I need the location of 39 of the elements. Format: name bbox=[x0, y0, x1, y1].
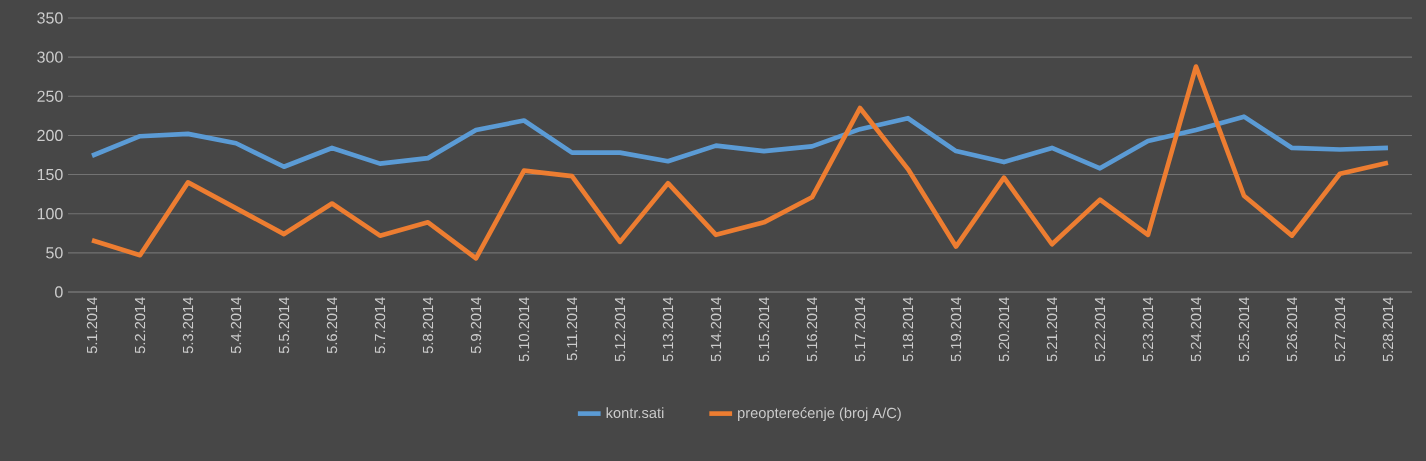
y-tick-label: 200 bbox=[37, 129, 63, 142]
x-tick-label: 5.5.2014 bbox=[278, 297, 290, 354]
x-tick-label: 5.15.2014 bbox=[758, 297, 770, 362]
y-tick-label: 50 bbox=[46, 247, 63, 259]
x-tick-label: 5.23.2014 bbox=[1142, 297, 1154, 362]
legend-label: preopterećenje (broj A/C) bbox=[738, 407, 901, 422]
x-tick-label: 5.10.2014 bbox=[518, 297, 530, 362]
y-tick-label: 300 bbox=[37, 51, 63, 63]
x-tick-label: 5.24.2014 bbox=[1190, 297, 1202, 362]
x-tick-label: 5.22.2014 bbox=[1094, 297, 1106, 362]
y-tick-label: 100 bbox=[37, 208, 63, 220]
x-tick-label: 5.18.2014 bbox=[902, 297, 914, 362]
x-tick-label: 5.9.2014 bbox=[470, 297, 482, 354]
x-tick-label: 5.1.2014 bbox=[86, 297, 98, 354]
x-tick-label: 5.6.2014 bbox=[326, 297, 338, 354]
x-tick-label: 5.13.2014 bbox=[662, 297, 674, 362]
x-tick-label: 5.17.2014 bbox=[854, 297, 866, 362]
x-tick-label: 5.19.2014 bbox=[950, 297, 962, 362]
x-tick-label: 5.25.2014 bbox=[1238, 297, 1250, 362]
x-tick-label: 5.28.2014 bbox=[1382, 297, 1394, 362]
x-tick-label: 5.3.2014 bbox=[182, 297, 194, 354]
y-tick-label: 0 bbox=[55, 286, 63, 298]
y-tick-label: 350 bbox=[37, 12, 63, 24]
x-tick-label: 5.2.2014 bbox=[134, 297, 146, 354]
x-tick-label: 5.26.2014 bbox=[1286, 297, 1298, 362]
y-tick-label: 250 bbox=[37, 90, 63, 102]
line-series bbox=[89, 114, 1391, 171]
x-tick-label: 5.12.2014 bbox=[614, 297, 626, 362]
x-tick-label: 5.27.2014 bbox=[1334, 297, 1346, 362]
x-tick-label: 5.16.2014 bbox=[806, 297, 818, 362]
y-tick-label: 150 bbox=[37, 168, 63, 181]
x-tick-label: 5.14.2014 bbox=[710, 297, 722, 362]
x-tick-label: 5.7.2014 bbox=[374, 297, 386, 354]
legend-label: kontr.sati bbox=[606, 407, 664, 419]
x-tick-label: 5.21.2014 bbox=[1046, 297, 1058, 362]
x-tick-label: 5.11.2014 bbox=[566, 297, 578, 361]
x-tick-label: 5.20.2014 bbox=[998, 297, 1010, 362]
x-tick-label: 5.8.2014 bbox=[422, 297, 434, 354]
x-tick-label: 5.4.2014 bbox=[230, 297, 242, 354]
